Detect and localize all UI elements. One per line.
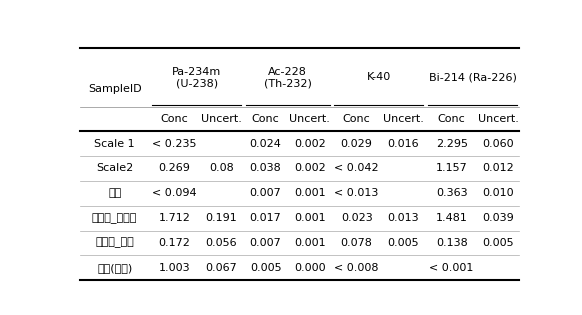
Text: 1.481: 1.481 <box>436 213 467 223</box>
Text: Scale2: Scale2 <box>96 163 133 173</box>
Text: 0.191: 0.191 <box>205 213 237 223</box>
Text: 0.067: 0.067 <box>205 263 237 273</box>
Text: Conc: Conc <box>161 114 189 124</box>
Text: 1.712: 1.712 <box>158 213 190 223</box>
Text: 0.001: 0.001 <box>294 213 325 223</box>
Text: SampleID: SampleID <box>88 84 141 94</box>
Text: 0.172: 0.172 <box>158 238 190 248</box>
Text: < 0.013: < 0.013 <box>335 188 379 198</box>
Text: 석고: 석고 <box>108 188 121 198</box>
Text: 인산(액체): 인산(액체) <box>97 263 132 273</box>
Text: 0.038: 0.038 <box>250 163 282 173</box>
Text: 0.005: 0.005 <box>250 263 281 273</box>
Text: Pa-234m
(U-238): Pa-234m (U-238) <box>172 66 221 88</box>
Text: Conc: Conc <box>251 114 279 124</box>
Text: 0.007: 0.007 <box>250 188 282 198</box>
Text: 0.023: 0.023 <box>341 213 372 223</box>
Text: 1.003: 1.003 <box>159 263 190 273</box>
Text: 인광석_중국: 인광석_중국 <box>95 238 134 249</box>
Text: 0.016: 0.016 <box>388 139 419 149</box>
Text: 2.295: 2.295 <box>436 139 467 149</box>
Text: < 0.001: < 0.001 <box>430 263 474 273</box>
Text: 0.001: 0.001 <box>294 238 325 248</box>
Text: 0.138: 0.138 <box>436 238 467 248</box>
Text: < 0.008: < 0.008 <box>335 263 379 273</box>
Text: 0.039: 0.039 <box>482 213 514 223</box>
Text: Bi-214 (Ra-226): Bi-214 (Ra-226) <box>428 72 516 82</box>
Text: Ac-228
(Th-232): Ac-228 (Th-232) <box>264 66 311 88</box>
Text: 1.157: 1.157 <box>436 163 467 173</box>
Text: 0.002: 0.002 <box>294 139 326 149</box>
Text: 0.024: 0.024 <box>250 139 282 149</box>
Text: 인광석_모로코: 인광석_모로코 <box>92 213 137 224</box>
Text: 0.017: 0.017 <box>250 213 282 223</box>
Text: 0.056: 0.056 <box>205 238 237 248</box>
Text: 0.013: 0.013 <box>388 213 419 223</box>
Text: Uncert.: Uncert. <box>289 114 330 124</box>
Text: Scale 1: Scale 1 <box>94 139 135 149</box>
Text: 0.010: 0.010 <box>482 188 514 198</box>
Text: 0.007: 0.007 <box>250 238 282 248</box>
Text: < 0.094: < 0.094 <box>152 188 197 198</box>
Text: K-40: K-40 <box>367 72 391 82</box>
Text: 0.08: 0.08 <box>209 163 234 173</box>
Text: < 0.235: < 0.235 <box>152 139 197 149</box>
Text: 0.078: 0.078 <box>340 238 372 248</box>
Text: 0.269: 0.269 <box>158 163 190 173</box>
Text: 0.001: 0.001 <box>294 188 325 198</box>
Text: 0.029: 0.029 <box>340 139 372 149</box>
Text: 0.005: 0.005 <box>388 238 419 248</box>
Text: Conc: Conc <box>438 114 466 124</box>
Text: Uncert.: Uncert. <box>383 114 424 124</box>
Text: 0.060: 0.060 <box>482 139 514 149</box>
Text: 0.005: 0.005 <box>482 238 514 248</box>
Text: 0.002: 0.002 <box>294 163 326 173</box>
Text: 0.000: 0.000 <box>294 263 325 273</box>
Text: < 0.042: < 0.042 <box>334 163 379 173</box>
Text: Uncert.: Uncert. <box>201 114 242 124</box>
Text: Uncert.: Uncert. <box>478 114 519 124</box>
Text: 0.363: 0.363 <box>436 188 467 198</box>
Text: 0.012: 0.012 <box>482 163 514 173</box>
Text: Conc: Conc <box>343 114 371 124</box>
